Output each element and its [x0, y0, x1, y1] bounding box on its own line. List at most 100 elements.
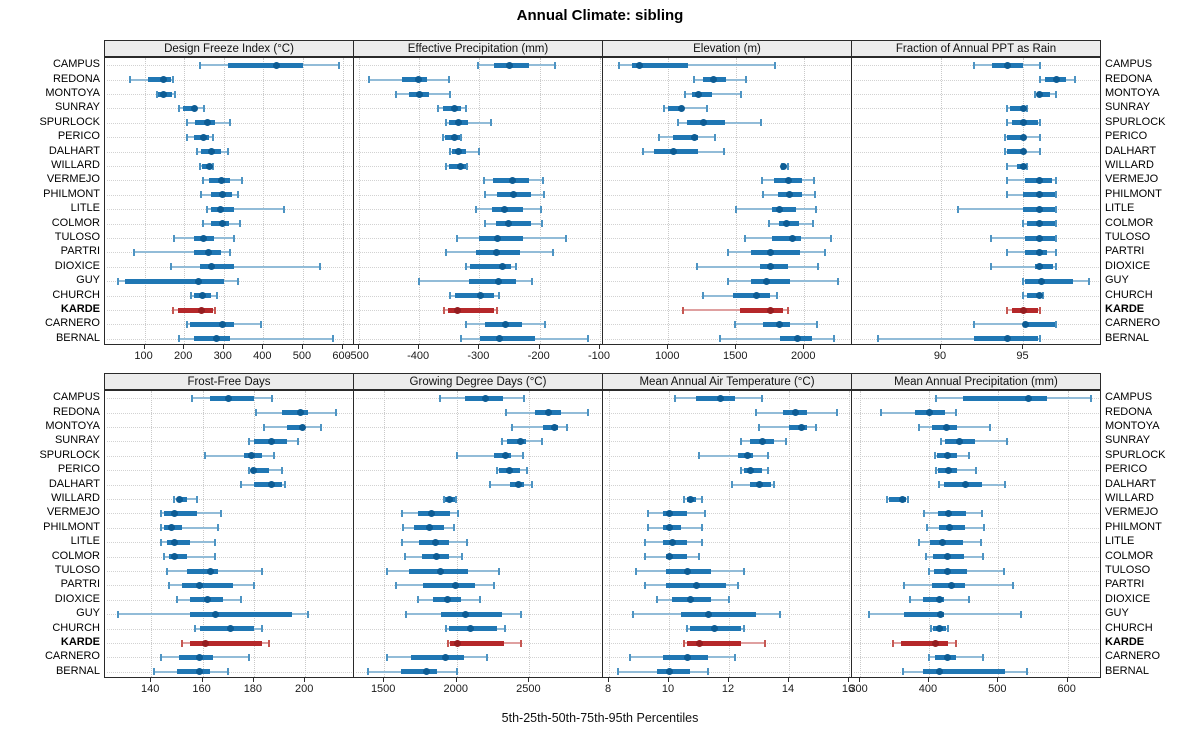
- whisker-cap: [785, 437, 787, 445]
- whisker-cap: [233, 234, 236, 242]
- median-dot: [502, 452, 510, 460]
- whisker-cap: [199, 191, 202, 199]
- iqr-bar-25-75: [455, 293, 495, 299]
- panel: [851, 390, 1101, 678]
- whisker-cap: [1055, 248, 1058, 256]
- chart-caption: 5th-25th-50th-75th-95th Percentiles: [501, 711, 699, 725]
- row-gridline: [107, 412, 352, 414]
- row-label-left: PHILMONT: [43, 520, 100, 533]
- x-gridline: [668, 58, 670, 344]
- row-gridline: [605, 166, 850, 167]
- whisker-cap: [219, 509, 222, 517]
- median-dot: [501, 205, 509, 213]
- whisker-cap: [740, 466, 742, 474]
- median-dot: [665, 524, 673, 532]
- row-gridline: [107, 151, 352, 153]
- whisker-cap: [814, 205, 817, 213]
- whisker-cap: [698, 553, 700, 561]
- median-dot: [944, 509, 952, 517]
- x-gridline: [928, 391, 930, 677]
- row-gridline: [854, 643, 1099, 644]
- x-tick-mark: [1022, 345, 1024, 349]
- iqr-bar-25-75: [282, 410, 308, 416]
- iqr-bar-25-75: [169, 554, 188, 560]
- x-gridline: [1023, 58, 1025, 344]
- iqr-bar-25-75: [176, 669, 211, 675]
- percentile-whisker-5-95: [869, 613, 1022, 616]
- whisker-cap: [270, 394, 273, 402]
- row-gridline: [605, 223, 850, 225]
- percentile-whisker-5-95: [619, 64, 776, 67]
- whisker-cap: [273, 452, 276, 460]
- whisker-cap: [510, 423, 513, 431]
- median-dot: [227, 625, 235, 633]
- whisker-cap: [934, 452, 937, 460]
- whisker-cap: [1073, 76, 1076, 84]
- whisker-cap: [1006, 306, 1008, 314]
- whisker-cap: [133, 248, 136, 256]
- median-dot: [467, 625, 475, 633]
- whisker-cap: [779, 610, 781, 618]
- whisker-cap: [525, 466, 528, 474]
- x-gridline: [941, 58, 943, 344]
- median-dot: [775, 205, 783, 213]
- iqr-bar-25-75: [194, 336, 230, 342]
- whisker-cap: [734, 205, 737, 213]
- whisker-cap: [908, 596, 911, 604]
- median-dot: [767, 306, 775, 314]
- whisker-cap: [156, 90, 159, 98]
- row-label-right: COLMOR: [1105, 549, 1154, 562]
- row-label-left: DALHART: [48, 477, 100, 490]
- row-gridline: [854, 266, 1099, 268]
- row-label-left: DIOXICE: [54, 259, 100, 272]
- percentile-whisker-5-95: [957, 208, 1057, 211]
- x-gridline: [456, 391, 458, 677]
- whisker-cap: [981, 509, 984, 517]
- iqr-bar-25-75: [287, 424, 306, 430]
- median-dot: [758, 437, 766, 445]
- row-label-right: MONTOYA: [1105, 87, 1160, 99]
- row-gridline: [356, 513, 601, 515]
- median-dot: [195, 277, 203, 285]
- median-dot: [219, 320, 227, 328]
- whisker-cap: [523, 394, 526, 402]
- row-gridline: [605, 412, 850, 414]
- median-dot: [205, 248, 213, 256]
- whisker-cap: [191, 394, 194, 402]
- whisker-cap: [193, 625, 196, 633]
- row-gridline: [605, 484, 850, 486]
- row-gridline: [854, 599, 1099, 601]
- x-gridline: [599, 58, 601, 344]
- iqr-bar-25-75: [673, 134, 699, 140]
- median-dot: [926, 409, 934, 417]
- iqr-bar-25-75: [411, 654, 465, 660]
- whisker-cap: [541, 176, 544, 184]
- row-label-right: CAMPUS: [1105, 391, 1153, 404]
- whisker-cap: [229, 119, 232, 127]
- x-tick-mark: [222, 345, 224, 349]
- whisker-cap: [173, 495, 176, 503]
- row-gridline: [854, 412, 1099, 414]
- whisker-cap: [247, 466, 250, 474]
- row-label-left: REDONA: [52, 405, 100, 418]
- row-label-right: PARTRI: [1105, 578, 1145, 591]
- median-dot: [1019, 306, 1027, 314]
- row-label-right: MONTOYA: [1105, 420, 1160, 432]
- iqr-bar-25-75: [771, 206, 797, 212]
- whisker-cap: [701, 495, 703, 503]
- median-dot: [788, 234, 796, 242]
- whisker-cap: [726, 277, 729, 285]
- row-gridline: [107, 295, 352, 297]
- row-gridline: [107, 542, 352, 544]
- whisker-cap: [442, 495, 445, 503]
- row-label-right: WILLARD: [1105, 492, 1154, 504]
- iqr-bar-25-75: [147, 77, 171, 83]
- whisker-cap: [764, 639, 766, 647]
- median-dot: [1036, 263, 1044, 271]
- whisker-cap: [332, 335, 335, 343]
- percentile-whisker-5-95: [928, 656, 984, 659]
- iqr-bar-25-75: [1007, 149, 1026, 155]
- row-gridline: [605, 441, 850, 443]
- whisker-cap: [1055, 320, 1058, 328]
- panel-strip: Mean Annual Air Temperature (°C): [602, 373, 852, 390]
